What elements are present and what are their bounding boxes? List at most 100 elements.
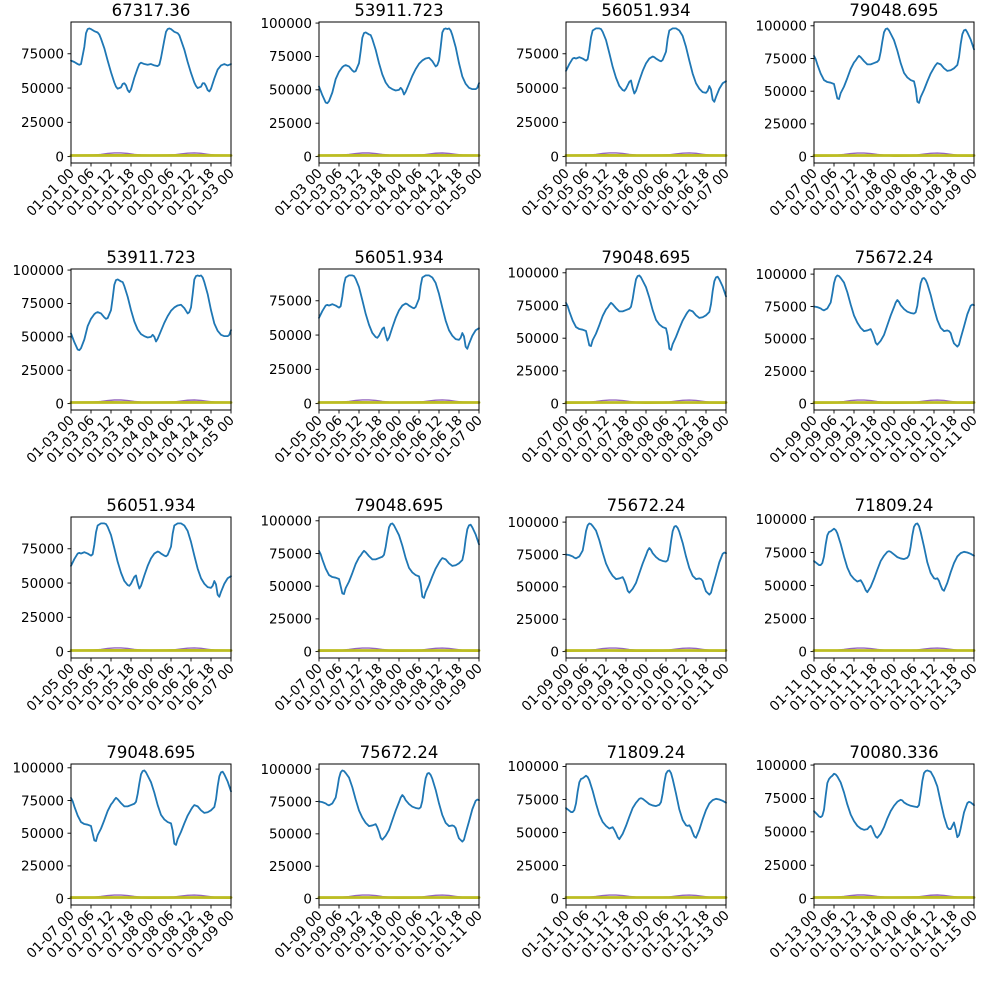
y-tick-label: 75000: [21, 793, 64, 809]
y-tick-label: 0: [550, 644, 559, 660]
y-tick-label: 0: [55, 644, 64, 660]
axes-frame: [565, 268, 727, 411]
y-tick-label: 50000: [269, 83, 312, 99]
y-tick-label: 75000: [516, 547, 559, 563]
y-tick-label: 0: [303, 891, 312, 907]
y-tick-label: 0: [798, 397, 807, 413]
series-main-line: [70, 27, 232, 94]
y-tick-label: 75000: [516, 792, 559, 808]
axes-frame: [813, 268, 974, 411]
y-tick-label: 100000: [507, 759, 559, 775]
subplot-title: 67317.36: [112, 1, 191, 20]
y-tick-label: 75000: [269, 49, 312, 65]
subplot-cell-r4c2: 75672.24 0 25000 50000 75000 100000 01-09 00 01…: [248, 742, 496, 989]
y-tick-label: 0: [303, 149, 312, 165]
y-tick-label: 0: [798, 891, 807, 907]
axes-frame: [813, 763, 974, 906]
axes-frame: [565, 21, 727, 164]
subplot-cell-r1c2: 53911.723 0 25000 50000 75000 100000 01-03 00 0…: [248, 0, 496, 247]
axes-frame: [565, 763, 727, 906]
subplot-cell-r2c2: 56051.934 0 25000 50000 75000 01-05 00 01-05 0…: [248, 247, 496, 494]
subplot-cell-r2c1: 53911.723 0 25000 50000 75000 100000 01-03 00 0…: [0, 247, 248, 494]
y-tick-label: 25000: [764, 611, 807, 627]
subplot-cell-r1c3: 56051.934 0 25000 50000 75000 01-05 00 01-05 0…: [495, 0, 743, 247]
series-main-line: [812, 522, 975, 593]
y-tick-label: 75000: [21, 47, 64, 63]
y-tick-label: 100000: [260, 762, 312, 778]
series-main-line: [70, 769, 232, 846]
subplot-title: 75672.24: [607, 496, 686, 515]
subplot-title: 53911.723: [354, 1, 443, 20]
y-tick-label: 25000: [764, 858, 807, 874]
y-tick-label: 0: [798, 149, 807, 165]
subplot-title: 56051.934: [106, 496, 195, 515]
subplot-title: 56051.934: [601, 1, 690, 20]
subplot-cell-r3c1: 56051.934 0 25000 50000 75000 01-05 00 01-05 0…: [0, 495, 248, 742]
y-tick-label: 25000: [516, 858, 559, 874]
y-tick-label: 25000: [21, 610, 64, 626]
series-main-line: [317, 769, 480, 843]
y-tick-label: 0: [55, 149, 64, 165]
series-main-line: [812, 27, 975, 104]
y-tick-label: 75000: [764, 300, 807, 316]
y-tick-label: 75000: [764, 791, 807, 807]
y-tick-label: 25000: [764, 364, 807, 380]
y-tick-label: 75000: [21, 296, 64, 312]
subplot-title: 79048.695: [354, 496, 443, 515]
y-tick-label: 25000: [21, 115, 64, 131]
y-tick-label: 50000: [21, 826, 64, 842]
series-main-line: [812, 274, 975, 348]
axes-frame: [318, 516, 479, 658]
subplot-title: 79048.695: [106, 743, 195, 762]
axes-frame: [318, 763, 479, 906]
y-tick-label: 50000: [764, 332, 807, 348]
subplot-cell-r3c3: 75672.24 0 25000 50000 75000 100000 01-09 00 01…: [495, 495, 743, 742]
axes-frame: [813, 21, 974, 164]
y-tick-label: 100000: [507, 514, 559, 530]
y-tick-label: 50000: [764, 824, 807, 840]
y-tick-label: 50000: [21, 330, 64, 346]
series-main-line: [812, 769, 975, 839]
series-main-line: [70, 274, 232, 352]
axes-frame: [70, 516, 232, 658]
subplot-cell-r1c1: 67317.36 0 25000 50000 75000 01-01 00 01-01 06…: [0, 0, 248, 247]
y-tick-label: 100000: [755, 512, 807, 528]
y-tick-label: 75000: [269, 294, 312, 310]
subplot-title: 70080.336: [849, 743, 938, 762]
subplot-cell-r4c3: 71809.24 0 25000 50000 75000 100000 01-11 00 01…: [495, 742, 743, 989]
y-tick-label: 25000: [21, 858, 64, 874]
y-tick-label: 75000: [516, 47, 559, 63]
y-tick-label: 25000: [269, 362, 312, 378]
axes-frame: [318, 21, 479, 164]
subplot-cell-r2c4: 75672.24 0 25000 50000 75000 100000 01-09 00 01…: [743, 247, 990, 494]
y-tick-label: 25000: [764, 117, 807, 133]
y-tick-label: 50000: [21, 81, 64, 97]
y-tick-label: 75000: [764, 545, 807, 561]
y-tick-label: 50000: [764, 84, 807, 100]
y-tick-label: 25000: [21, 363, 64, 379]
y-tick-label: 100000: [12, 263, 64, 279]
series-main-line: [317, 522, 480, 599]
subplot-title: 71809.24: [607, 743, 686, 762]
series-main-line: [565, 274, 727, 352]
axes-frame: [318, 268, 479, 411]
subplot-title: 79048.695: [849, 1, 938, 20]
series-main-line: [70, 522, 232, 598]
y-tick-label: 50000: [516, 81, 559, 97]
y-tick-label: 25000: [516, 364, 559, 380]
series-main-line: [317, 27, 480, 105]
y-tick-label: 100000: [260, 16, 312, 32]
subplot-title: 79048.695: [601, 248, 690, 267]
y-tick-label: 0: [798, 644, 807, 660]
